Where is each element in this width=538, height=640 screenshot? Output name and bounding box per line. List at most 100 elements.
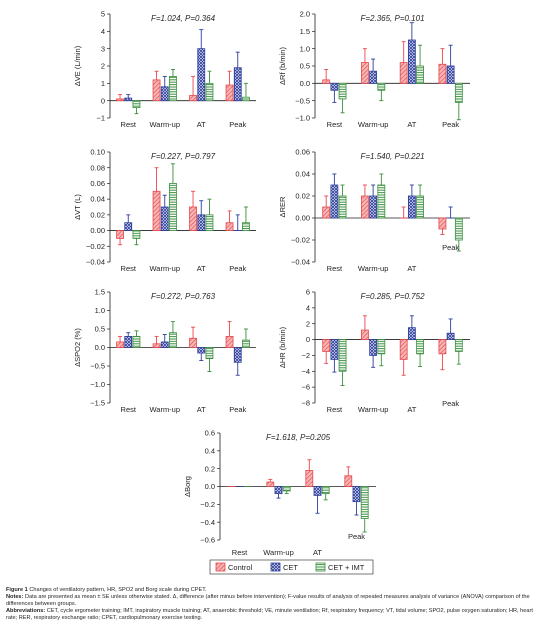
- x-category-label: Peak: [442, 120, 459, 129]
- x-category-label: AT: [197, 120, 206, 129]
- bar-control: [266, 481, 275, 487]
- x-category-label: Warm-up: [358, 120, 389, 129]
- bar-cet-imt: [321, 486, 330, 495]
- stat-label: F=1.540, P=0.221: [360, 152, 424, 161]
- bar-control: [438, 339, 447, 355]
- legend-frame: [209, 559, 374, 575]
- bar-control: [322, 339, 331, 352]
- bar-cet-imt: [169, 76, 177, 102]
- y-tick-label: 0: [306, 335, 310, 344]
- bar-control: [225, 84, 234, 102]
- y-tick-label: 0.0: [95, 343, 105, 352]
- x-category-label: AT: [407, 264, 416, 273]
- abbreviations-text: CET, cycle ergometer training; IMT, insp…: [6, 608, 533, 622]
- bar-cet: [407, 195, 416, 219]
- y-tick-label: 5: [101, 10, 105, 19]
- legend-swatch: [215, 562, 226, 572]
- bar-cet-imt: [205, 82, 214, 102]
- figure-caption: Figure 1 Changes of ventilatory pattern,…: [6, 587, 534, 622]
- bar-control: [322, 79, 331, 84]
- y-tick-label: 1.0: [95, 306, 105, 315]
- bar-control: [399, 339, 408, 360]
- bar-control: [189, 206, 197, 231]
- bar-cet: [124, 97, 133, 102]
- y-tick-label: 0: [101, 96, 105, 105]
- y-axis-title: ΔRf (b/min): [278, 47, 287, 85]
- x-category-label: Peak: [229, 405, 246, 414]
- bar-cet: [330, 184, 339, 219]
- bar-cet: [446, 332, 455, 340]
- bar-control: [116, 98, 124, 102]
- chart-rf: 2.0 1.5 1.0 0.5 0.0 −0.5 −1.0 ΔRf (b/min) F=2.36…: [278, 10, 470, 129]
- x-category-label: Rest: [121, 405, 137, 414]
- bar-cet: [124, 335, 133, 348]
- bar-control: [189, 337, 197, 348]
- chart-spo2: 1.5 1.0 0.5 0.0 −0.5 −1.0 −1.5 ΔSPO2 (%) F=0.272…: [73, 288, 256, 414]
- x-category-label: AT: [313, 548, 322, 557]
- y-tick-label: −0.5: [295, 96, 310, 105]
- bar-cet-imt: [338, 82, 347, 100]
- x-category-label: Peak: [348, 532, 365, 541]
- x-category-label: Rest: [121, 120, 137, 129]
- bar-cet: [233, 347, 242, 363]
- notes-label: Notes:: [6, 594, 24, 601]
- y-tick-label: −6: [301, 383, 310, 392]
- bar-control: [152, 79, 161, 102]
- y-tick-label: 0.6: [205, 429, 215, 438]
- bar-cet: [197, 214, 206, 231]
- bar-cet-imt: [282, 486, 291, 492]
- y-tick-label: 4: [306, 303, 310, 312]
- y-tick-label: 0.06: [90, 179, 105, 188]
- bar-cet-imt: [169, 332, 177, 348]
- bar-cet: [446, 65, 455, 84]
- y-axis-title: ΔSPO2 (%): [73, 328, 82, 367]
- y-tick-label: −0.4: [200, 518, 215, 527]
- y-tick-label: 0.10: [90, 148, 105, 157]
- legend-label: Control: [228, 563, 253, 572]
- bar-cet: [407, 39, 416, 84]
- bar-control: [438, 217, 447, 230]
- stat-label: F=2.365, P=0.101: [360, 14, 424, 23]
- figure-label: Figure 1: [6, 587, 28, 593]
- y-tick-label: −0.2: [200, 500, 215, 509]
- bar-control: [152, 343, 161, 348]
- bar-control: [344, 475, 353, 487]
- bar-control: [189, 95, 197, 102]
- bar-cet-imt: [416, 339, 424, 355]
- x-category-label: Warm-up: [149, 405, 180, 414]
- legend-label: CET: [283, 563, 298, 572]
- y-tick-label: 0.02: [90, 210, 105, 219]
- bar-control: [361, 62, 369, 84]
- bar-cet-imt: [360, 486, 369, 519]
- y-tick-label: 0.00: [90, 226, 105, 235]
- y-tick-label: 0.04: [295, 170, 310, 179]
- y-tick-label: 0.02: [295, 192, 310, 201]
- x-category-label: Peak: [442, 399, 459, 408]
- y-tick-label: −0.02: [86, 242, 105, 251]
- y-tick-label: 2.0: [300, 10, 310, 19]
- stat-label: F=0.227, P=0.797: [151, 152, 216, 161]
- bar-control: [152, 190, 161, 231]
- bar-cet-imt: [242, 339, 250, 348]
- bar-control: [399, 62, 408, 84]
- y-tick-label: −1.0: [90, 380, 105, 389]
- y-tick-label: 0.08: [90, 163, 105, 172]
- x-category-label: Warm-up: [358, 264, 389, 273]
- x-category-label: AT: [197, 405, 206, 414]
- y-tick-label: −2: [301, 351, 310, 360]
- x-category-label: Warm-up: [149, 120, 180, 129]
- bar-cet-imt: [377, 339, 386, 355]
- x-category-label: Warm-up: [149, 264, 180, 273]
- y-tick-label: −4: [301, 367, 310, 376]
- chart-ve: 5 4 3 2 1 0 −1 ΔVE (L/min) F=1.024, P=0.364 Rest W…: [73, 10, 256, 129]
- figure-panels: 5 4 3 2 1 0 −1 ΔVE (L/min) F=1.024, P=0.364 Rest W…: [73, 10, 470, 575]
- bar-cet: [407, 327, 416, 340]
- bar-cet-imt: [242, 222, 250, 231]
- x-category-label: AT: [407, 405, 416, 414]
- x-category-label: Rest: [327, 264, 343, 273]
- bar-control: [438, 63, 447, 84]
- y-tick-label: −0.5: [90, 362, 105, 371]
- bar-cet-imt: [454, 339, 463, 352]
- y-tick-label: 0.0: [205, 482, 215, 491]
- bar-control: [116, 341, 124, 348]
